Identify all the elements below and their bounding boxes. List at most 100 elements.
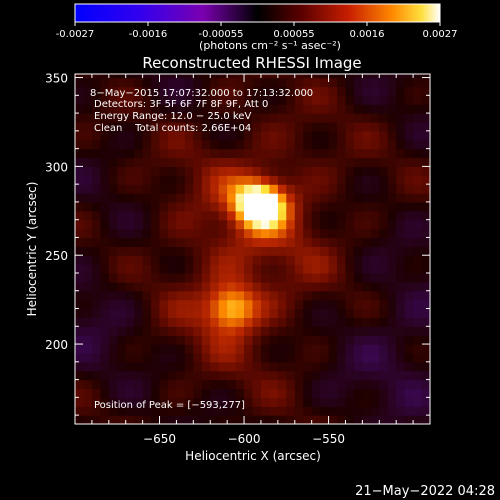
heatmap-cell — [294, 86, 304, 96]
heatmap-cell — [362, 228, 372, 239]
heatmap-cell — [303, 255, 313, 265]
heatmap-cell — [184, 74, 194, 79]
heatmap-cell — [294, 344, 304, 354]
heatmap-cell — [244, 175, 254, 185]
heatmap-cell — [337, 77, 347, 88]
heatmap-cell — [345, 344, 355, 354]
heatmap-cell — [83, 397, 93, 407]
heatmap-cell — [286, 370, 296, 381]
heatmap-cell — [328, 113, 338, 123]
heatmap-cell — [244, 104, 254, 114]
heatmap-cell — [294, 130, 304, 141]
heatmap-cell — [184, 157, 194, 167]
heatmap-cell — [404, 246, 414, 256]
heatmap-cell — [184, 210, 194, 221]
heatmap-cell — [134, 175, 144, 185]
heatmap-cell — [235, 352, 245, 363]
heatmap-cell — [353, 201, 363, 212]
heatmap-cell — [227, 228, 237, 239]
heatmap-cell — [413, 361, 423, 372]
heatmap-cell — [184, 370, 194, 381]
heatmap-cell — [184, 281, 194, 292]
heatmap-cell — [176, 335, 186, 345]
heatmap-cell — [176, 184, 186, 194]
heatmap-cell — [235, 397, 245, 407]
heatmap-cell — [91, 175, 101, 185]
heatmap-cell — [168, 219, 178, 230]
heatmap-cell — [303, 219, 313, 230]
heatmap-cell — [252, 77, 262, 88]
heatmap-cell — [337, 193, 347, 203]
heatmap-cell — [91, 264, 101, 274]
heatmap-cell — [218, 370, 228, 381]
heatmap-cell — [252, 415, 262, 424]
heatmap-cell — [337, 228, 347, 239]
heatmap-cell — [413, 228, 423, 239]
heatmap-cell — [125, 264, 135, 274]
heatmap-cell — [142, 228, 152, 239]
heatmap-cell — [353, 255, 363, 265]
heatmap-cell — [108, 326, 118, 336]
heatmap-cell — [320, 273, 330, 283]
heatmap-cell — [353, 344, 363, 354]
heatmap-cell — [421, 406, 430, 416]
heatmap-cell — [125, 74, 135, 79]
heatmap-cell — [387, 344, 397, 354]
heatmap-cell — [345, 175, 355, 185]
heatmap-cell — [404, 326, 414, 336]
heatmap-cell — [379, 113, 389, 123]
heatmap-cell — [320, 175, 330, 185]
heatmap-cell — [193, 77, 203, 88]
heatmap-cell — [337, 264, 347, 274]
heatmap-cell — [134, 255, 144, 265]
heatmap-cell — [108, 397, 118, 407]
heatmap-cell — [404, 74, 414, 79]
heatmap-cell — [345, 406, 355, 416]
heatmap-cell — [193, 370, 203, 381]
heatmap-cell — [201, 335, 211, 345]
heatmap-cell — [396, 237, 406, 247]
heatmap-cell — [311, 113, 321, 123]
heatmap-cell — [210, 246, 220, 256]
heatmap-cell — [201, 281, 211, 292]
heatmap-cell — [303, 326, 313, 336]
heatmap-cell — [404, 193, 414, 203]
heatmap-cell — [379, 77, 389, 88]
heatmap-cell — [125, 361, 135, 372]
heatmap-cell — [345, 281, 355, 292]
heatmap-cell — [176, 228, 186, 239]
heatmap-cell — [151, 157, 161, 167]
heatmap-cell — [387, 335, 397, 345]
heatmap-cell — [75, 77, 85, 88]
heatmap-cell — [168, 299, 178, 310]
heatmap-cell — [252, 104, 262, 114]
heatmap-cell — [269, 74, 279, 79]
heatmap-cell — [117, 74, 127, 79]
heatmap-cell — [294, 246, 304, 256]
heatmap-cell — [362, 148, 372, 159]
heatmap-cell — [125, 184, 135, 194]
heatmap-cell — [210, 308, 220, 318]
heatmap-cell — [235, 130, 245, 141]
heatmap-cell — [413, 352, 423, 363]
heatmap-cell — [303, 246, 313, 256]
heatmap-cell — [362, 95, 372, 105]
heatmap-cell — [117, 415, 127, 424]
heatmap-cell — [320, 246, 330, 256]
heatmap-cell — [117, 86, 127, 96]
heatmap-cell — [75, 344, 85, 354]
heatmap-cell — [311, 281, 321, 292]
heatmap-cell — [387, 326, 397, 336]
heatmap-cell — [108, 273, 118, 283]
heatmap-cell — [83, 139, 93, 150]
heatmap-cell — [320, 184, 330, 194]
heatmap-cell — [134, 210, 144, 221]
heatmap-cell — [269, 326, 279, 336]
heatmap-cell — [168, 237, 178, 247]
heatmap-cell — [244, 74, 254, 79]
heatmap-cell — [184, 86, 194, 96]
heatmap-cell — [125, 175, 135, 185]
heatmap-cell — [235, 406, 245, 416]
heatmap-cell — [193, 122, 203, 132]
heatmap-cell — [261, 237, 271, 247]
